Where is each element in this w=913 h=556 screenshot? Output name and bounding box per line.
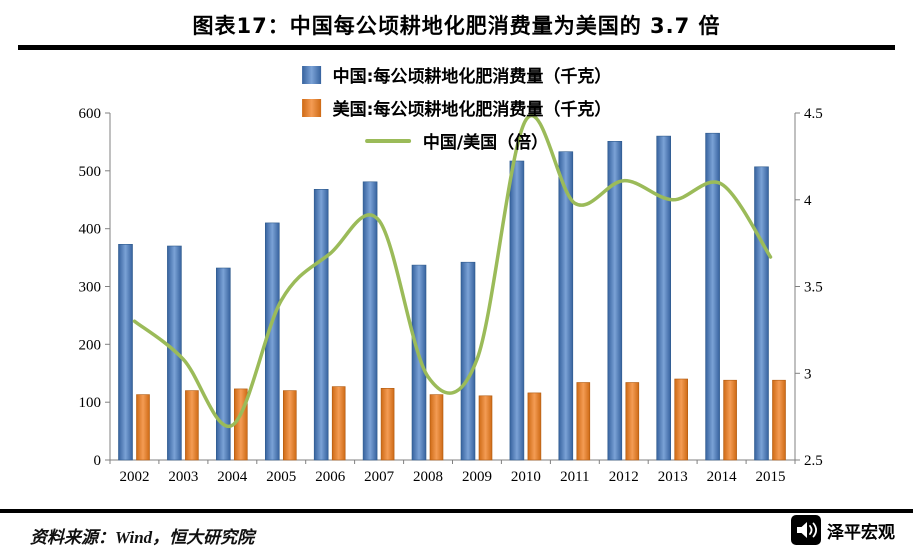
brand-name: 泽平宏观 <box>827 523 895 543</box>
top-divider <box>18 45 895 50</box>
svg-text:4.5: 4.5 <box>804 106 823 122</box>
svg-text:2010: 2010 <box>511 469 541 485</box>
left-axis: 0 100 200 300 400 500 600 <box>79 106 111 469</box>
svg-text:2005: 2005 <box>266 469 296 485</box>
svg-text:2002: 2002 <box>120 469 150 485</box>
svg-text:2014: 2014 <box>707 469 738 485</box>
svg-text:100: 100 <box>79 395 102 411</box>
chart-legend: 中国:每公顷耕地化肥消费量（千克） 美国:每公顷耕地化肥消费量（千克） 中国/美… <box>301 62 612 153</box>
svg-text:2.5: 2.5 <box>804 453 823 469</box>
bottom-divider <box>0 509 913 513</box>
brand-logo: 泽平宏观 <box>791 515 895 545</box>
svg-text:500: 500 <box>79 164 102 180</box>
svg-text:200: 200 <box>79 337 102 353</box>
legend-label-us: 美国:每公顷耕地化肥消费量（千克） <box>332 100 612 120</box>
chart-title: 图表17：中国每公顷耕地化肥消费量为美国的 3.7 倍 <box>192 14 721 38</box>
svg-text:2003: 2003 <box>168 469 198 485</box>
legend-label-china: 中国:每公顷耕地化肥消费量（千克） <box>332 67 612 87</box>
source-note: 资料来源：Wind，恒大研究院 <box>30 528 255 547</box>
svg-text:0: 0 <box>94 453 102 469</box>
svg-text:300: 300 <box>79 280 102 296</box>
svg-text:2015: 2015 <box>756 469 786 485</box>
svg-text:4: 4 <box>804 193 812 209</box>
legend-item-china: 中国:每公顷耕地化肥消费量（千克） <box>301 62 612 87</box>
legend-swatch-china <box>301 65 321 84</box>
ratio-line <box>132 114 773 429</box>
svg-text:2012: 2012 <box>609 469 639 485</box>
legend-item-ratio: 中国/美国（倍） <box>364 128 549 153</box>
svg-text:2007: 2007 <box>364 469 395 485</box>
legend-swatch-us <box>301 98 321 117</box>
legend-swatch-ratio-line <box>364 138 411 143</box>
svg-text:2008: 2008 <box>413 469 443 485</box>
svg-text:400: 400 <box>79 222 102 238</box>
speaker-icon <box>791 515 821 545</box>
svg-text:2009: 2009 <box>462 469 492 485</box>
legend-item-us: 美国:每公顷耕地化肥消费量（千克） <box>301 95 612 120</box>
svg-text:3: 3 <box>804 366 812 382</box>
svg-text:2006: 2006 <box>315 469 346 485</box>
legend-label-ratio: 中国/美国（倍） <box>422 133 549 153</box>
svg-text:2004: 2004 <box>217 469 248 485</box>
svg-text:3.5: 3.5 <box>804 280 823 296</box>
right-axis: 2.5 3 3.5 4 4.5 <box>794 106 823 469</box>
chart-area: 0 100 200 300 400 500 600 2.5 3 3.5 4 4.5 2002 2003 20… <box>0 55 913 507</box>
svg-text:2011: 2011 <box>560 469 589 485</box>
svg-text:600: 600 <box>79 106 102 122</box>
china-bars <box>118 132 769 461</box>
x-axis: 2002 2003 2004 2005 2006 2007 2008 2009 2010 2011… <box>109 459 796 485</box>
svg-text:2013: 2013 <box>658 469 688 485</box>
